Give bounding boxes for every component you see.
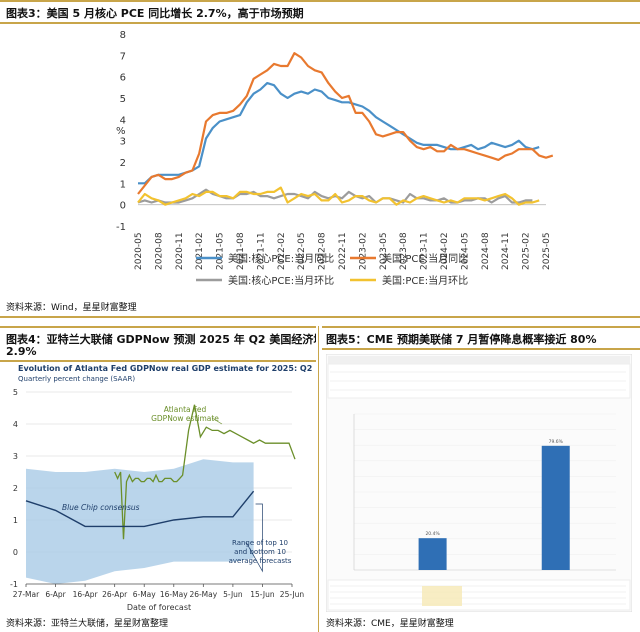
x-tick-label: 2020-05 xyxy=(134,232,144,270)
x-tick-label: 2025-05 xyxy=(542,232,552,270)
y-tick-label: 6 xyxy=(120,73,126,84)
annotation-range: average forecasts xyxy=(229,557,292,565)
annotation-gdpnow: GDPNow estimate xyxy=(151,414,219,423)
cme-panel: 图表5：CME 预期美联储 7 月暂停降息概率接近 80% 20.4% 79.6%… xyxy=(322,326,640,632)
x-tick-label: 2021-08 xyxy=(236,232,246,270)
annotation-gdpnow: Atlanta Fed xyxy=(164,405,207,414)
data-label: 20.4% xyxy=(425,531,440,537)
cme-panel-title: 图表5：CME 预期美联储 7 月暂停降息概率接近 80% xyxy=(326,333,597,346)
cme-prob-table xyxy=(327,579,631,611)
series-line-1 xyxy=(138,81,540,185)
annotation-range: and bottom 10 xyxy=(234,548,286,556)
x-tick-label: 5-Jun xyxy=(223,590,243,599)
x-tick-label: 25-Jun xyxy=(280,590,305,599)
annotation-pointer xyxy=(245,503,263,573)
x-tick-label: 2025-02 xyxy=(522,232,532,270)
x-tick-label: 2021-02 xyxy=(195,232,205,270)
annotation-pointer xyxy=(211,417,223,425)
y-tick-label: 4 xyxy=(13,420,18,429)
x-tick-label: 6-Apr xyxy=(45,590,66,599)
x-tick-label: 26-May xyxy=(189,590,217,599)
gdpnow-chart: -1 0 1 2 3 4 5 27-Mar 6-Apr 16-Apr 26-Apr 6-May 16-M… xyxy=(10,388,305,612)
legend-label: 美国:核心PCE:当月同比 xyxy=(228,252,334,265)
x-tick-label: 16-Apr xyxy=(73,590,99,599)
x-tick-label: 2024-05 xyxy=(460,232,470,270)
gdpnow-chart-title: Evolution of Atlanta Fed GDPNow real GDP… xyxy=(18,364,313,373)
gdpnow-panel-title-line1: 图表4：亚特兰大联储 GDPNow 预测 2025 年 Q2 美国经济增长 xyxy=(6,333,316,346)
gdpnow-chart-subtitle: Quarterly percent change (SAAR) xyxy=(18,375,136,383)
legend-label: 美国:PCE:当月同比 xyxy=(382,252,468,265)
gdpnow-panel-title-line2: 2.9% xyxy=(6,345,37,358)
x-tick-label: 2022-05 xyxy=(297,232,307,270)
y-tick-label: -1 xyxy=(116,222,126,233)
bluechip-line xyxy=(25,490,255,528)
probability-bar-2 xyxy=(541,445,570,570)
x-tick-label: 2021-11 xyxy=(256,232,266,270)
x-tick-label: 2021-05 xyxy=(216,232,226,270)
y-tick-label: 0 xyxy=(13,548,18,557)
gdpnow-source: 资料来源：亚特兰大联储，星星财富整理 xyxy=(6,619,169,629)
gdpnow-line xyxy=(114,404,296,540)
gdpnow-panel: 图表4：亚特兰大联储 GDPNow 预测 2025 年 Q2 美国经济增长 2.… xyxy=(0,326,316,632)
annotation-bluechip: Blue Chip consensus xyxy=(62,503,140,512)
top-source: 资料来源：Wind，星星财富整理 xyxy=(6,303,137,313)
x-tick-label: 2023-05 xyxy=(379,232,389,270)
forecast-range-band xyxy=(26,459,254,584)
x-tick-label: 2024-08 xyxy=(481,232,491,270)
y-tick-label: 2 xyxy=(120,158,126,169)
x-tick-label: 2020-11 xyxy=(175,232,185,270)
probability-bar-1 xyxy=(418,538,447,570)
x-tick-label: 2024-02 xyxy=(440,232,450,270)
x-tick-label: 16-May xyxy=(160,590,188,599)
y-tick-label: 8 xyxy=(120,30,126,41)
annotation-range: Range of top 10 xyxy=(232,539,288,547)
series-line-4 xyxy=(137,186,540,206)
x-tick-label: 2023-11 xyxy=(420,232,430,270)
x-tick-label: 2022-11 xyxy=(338,232,348,270)
cme-table-highlight xyxy=(422,586,462,606)
y-tick-label: 3 xyxy=(120,137,126,148)
legend-label: 美国:PCE:当月环比 xyxy=(382,274,468,287)
x-tick-label: 2023-02 xyxy=(358,232,368,270)
cme-screenshot: 20.4% 79.6% xyxy=(326,354,632,612)
y-tick-label: 1 xyxy=(120,179,126,190)
y-tick-label: 4 xyxy=(120,115,126,126)
top-chart-title: 图表3：美国 5 月核心 PCE 同比增长 2.7%，高于市场预期 xyxy=(6,7,304,20)
x-tick-label: 15-Jun xyxy=(250,590,275,599)
x-tick-label: 2024-11 xyxy=(501,232,511,270)
y-tick-label: 5 xyxy=(13,388,18,397)
x-tick-label: 26-Apr xyxy=(102,590,128,599)
x-axis-label: Date of forecast xyxy=(127,603,191,612)
series-line-3 xyxy=(137,188,533,204)
series-line-2 xyxy=(137,52,554,195)
x-tick-label: 27-Mar xyxy=(13,590,40,599)
x-tick-label: 2023-08 xyxy=(399,232,409,270)
y-tick-label: 2 xyxy=(13,484,18,493)
y-tick-label: 0 xyxy=(120,201,126,212)
data-label: 79.6% xyxy=(549,439,564,445)
top-panel: 图表3：美国 5 月核心 PCE 同比增长 2.7%，高于市场预期 -1 0 1 2 3… xyxy=(0,0,640,318)
pce-chart: -1 0 1 2 3 4 5 6 7 8% 2020-05 2020-08 2020-11 2021-02… xyxy=(116,30,554,287)
cme-source: 资料来源：CME，星星财富整理 xyxy=(326,619,454,629)
y-tick-label: 1 xyxy=(13,516,18,525)
y-tick-label: 5 xyxy=(120,94,126,105)
y-tick-label: 7 xyxy=(120,51,126,62)
x-tick-label: 6-May xyxy=(133,590,157,599)
x-tick-label: 2022-02 xyxy=(277,232,287,270)
y-tick-label: 3 xyxy=(13,452,18,461)
legend-label: 美国:核心PCE:当月环比 xyxy=(228,274,334,287)
cme-tab-bar xyxy=(328,356,630,364)
y-tick-label: -1 xyxy=(10,580,18,589)
y-axis-label: % xyxy=(116,126,126,137)
x-tick-label: 2020-08 xyxy=(154,232,164,270)
x-tick-label: 2022-08 xyxy=(318,232,328,270)
